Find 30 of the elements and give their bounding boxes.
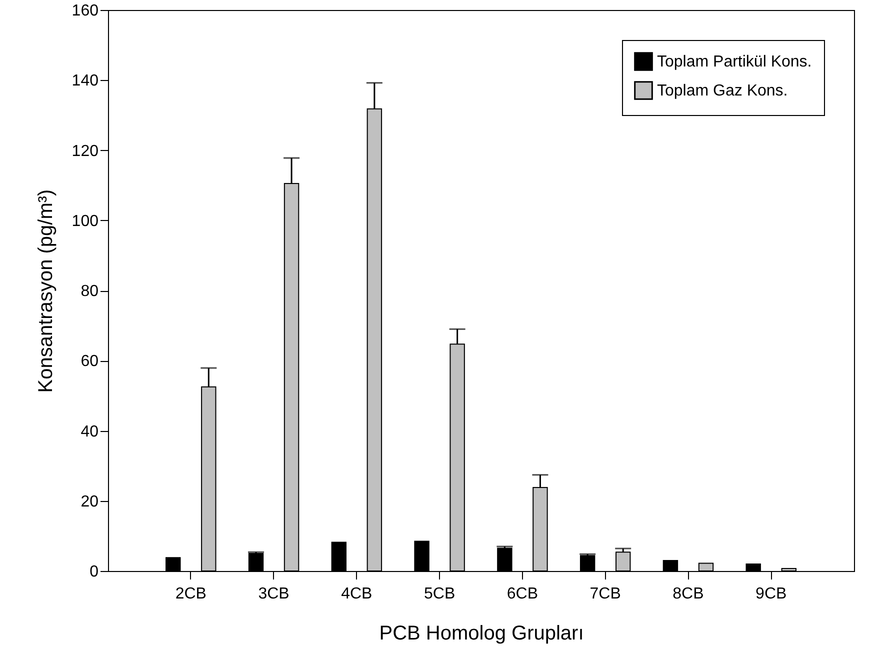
y-tick-label: 20 <box>80 493 99 510</box>
y-tick-label: 100 <box>72 212 99 230</box>
x-tick-label: 6CB <box>506 586 538 602</box>
bar <box>662 560 678 572</box>
y-axis-title: Konsantrasyon (pg/m³) <box>34 189 57 393</box>
x-tick-label: 5CB <box>424 586 456 602</box>
y-tick-label: 160 <box>72 2 99 20</box>
y-tick-label: 40 <box>80 423 99 440</box>
bar <box>331 542 347 572</box>
x-tick-label: 8CB <box>672 586 704 602</box>
x-tick-label: 3CB <box>258 586 290 602</box>
x-tick-label: 2CB <box>175 586 206 602</box>
bar <box>248 552 264 572</box>
y-tick-label: 60 <box>80 353 99 370</box>
bar <box>698 562 714 572</box>
x-axis-title: PCB Homolog Grupları <box>379 622 584 644</box>
legend-label: Toplam Partikül Kons. <box>657 54 812 70</box>
legend-label: Toplam Gaz Kons. <box>657 82 788 100</box>
y-tick-label: 80 <box>80 283 99 300</box>
x-tick-label: 9CB <box>756 586 787 602</box>
y-tick-label: 120 <box>72 142 99 160</box>
bar <box>781 568 796 572</box>
y-tick-label: 0 <box>90 564 99 580</box>
bar <box>615 552 631 572</box>
bar <box>746 563 761 572</box>
bar <box>166 557 181 572</box>
y-tick-label: 140 <box>72 72 99 90</box>
x-tick-label: 7CB <box>590 586 621 602</box>
x-tick-label: 4CB <box>341 586 372 602</box>
bar <box>414 540 430 572</box>
